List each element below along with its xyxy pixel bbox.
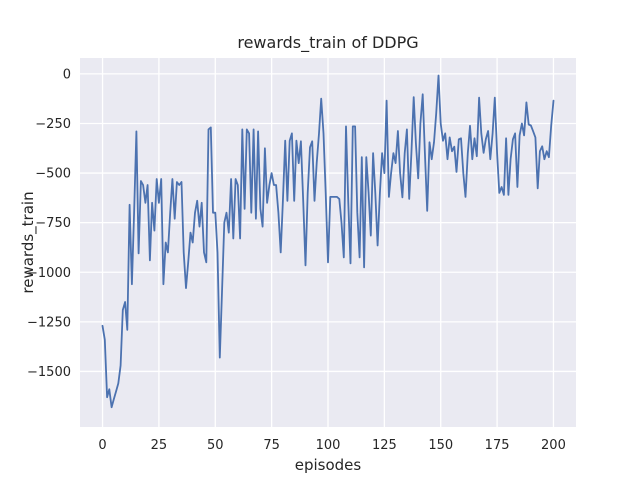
y-tick-label: −500 xyxy=(35,167,71,182)
x-tick-label: 25 xyxy=(151,438,168,453)
x-tick-label: 200 xyxy=(541,438,566,453)
x-tick-label: 75 xyxy=(263,438,280,453)
x-tick-label: 50 xyxy=(207,438,224,453)
y-tick-label: −1000 xyxy=(27,266,71,281)
y-tick-label: −1500 xyxy=(27,365,71,380)
y-tick-label: −250 xyxy=(35,117,71,132)
y-axis-label: rewards_train xyxy=(19,191,38,293)
x-axis-label: episodes xyxy=(295,456,362,474)
x-tick-label: 175 xyxy=(485,438,510,453)
x-tick-label: 150 xyxy=(428,438,453,453)
x-tick-label: 125 xyxy=(372,438,397,453)
tick-labels: 0 25 50 75 100 125 150 175 200 0 −250 −500 −750 −1000… xyxy=(27,67,566,453)
y-tick-label: 0 xyxy=(63,67,71,82)
x-tick-label: 100 xyxy=(316,438,341,453)
y-tick-label: −750 xyxy=(35,216,71,231)
y-tick-label: −1250 xyxy=(27,315,71,330)
reward-line xyxy=(101,74,555,409)
x-tick-label: 0 xyxy=(98,438,106,453)
chart-title: rewards_train of DDPG xyxy=(237,33,418,53)
data-series xyxy=(101,74,555,409)
